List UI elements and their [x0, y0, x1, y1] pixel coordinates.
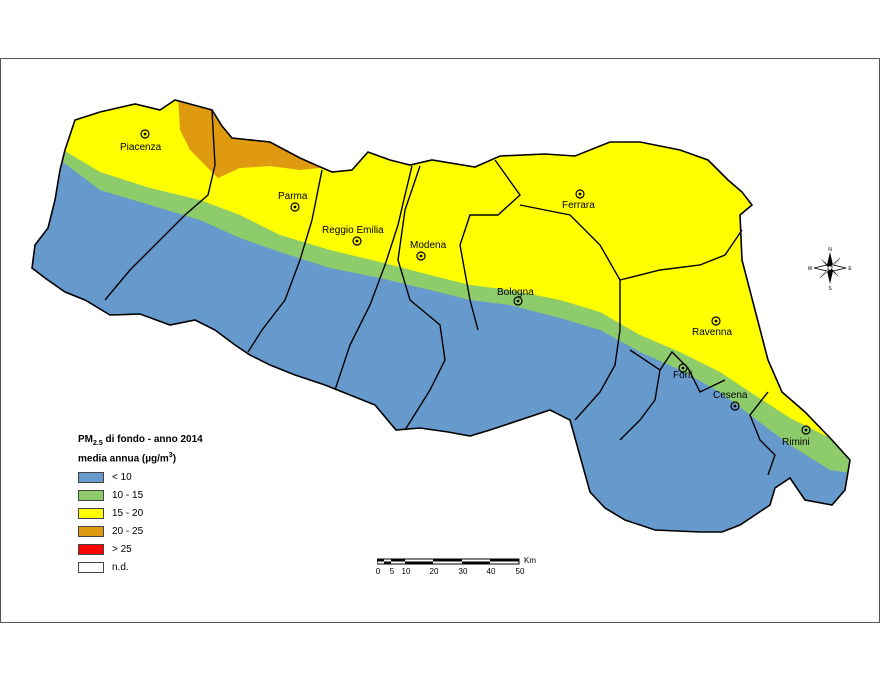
legend-swatch [78, 562, 104, 574]
city-marker-icon [140, 129, 150, 139]
legend-label: n.d. [112, 562, 129, 574]
city-marker-icon [352, 236, 362, 246]
legend-title-prefix: PM [78, 434, 93, 445]
city-marker-icon [416, 251, 426, 261]
scale-tick: 30 [458, 567, 468, 576]
scale-tick: 40 [486, 567, 496, 576]
scale-bar: 0 5 10 20 30 40 50 Km [375, 556, 547, 580]
legend-item: < 10 [78, 469, 298, 486]
legend-title: PM2.5 di fondo - anno 2014 [78, 434, 298, 450]
legend-subtitle-prefix: media annua (µg/m [78, 453, 169, 465]
city-label-forli: Forlì [673, 370, 693, 381]
city-labels: Piacenza Parma Reggio Emilia Modena Ferr… [120, 142, 810, 448]
scale-tick: 50 [515, 567, 525, 576]
city-label-modena: Modena [410, 240, 447, 251]
legend-swatch [78, 526, 104, 538]
legend-item: n.d. [78, 559, 298, 576]
legend-subtitle: media annua (µg/m3) [78, 450, 298, 465]
legend-swatch [78, 508, 104, 520]
city-markers [140, 129, 811, 435]
legend-label: > 25 [112, 544, 132, 556]
compass-e: E [848, 266, 852, 272]
city-marker-icon [801, 425, 811, 435]
legend-item: > 25 [78, 541, 298, 558]
city-label-reggio-emilia: Reggio Emilia [322, 225, 384, 236]
city-marker-icon [678, 363, 688, 373]
scale-bar-graphic [377, 558, 520, 565]
legend-label: 10 - 15 [112, 490, 144, 502]
compass-w: W [808, 266, 813, 272]
city-label-ferrara: Ferrara [562, 200, 595, 211]
city-label-piacenza: Piacenza [120, 142, 162, 153]
legend-subtitle-suffix: ) [172, 453, 177, 465]
legend-label: < 10 [112, 472, 132, 484]
legend-swatch [78, 472, 104, 484]
compass-icon: N S E W [808, 247, 853, 292]
city-marker-icon [290, 202, 300, 212]
scale-tick: 0 [375, 567, 381, 576]
legend-label: 20 - 25 [112, 526, 144, 538]
city-marker-icon [730, 401, 740, 411]
legend-title-subscript: 2.5 [93, 440, 103, 447]
legend-title-rest: di fondo - anno 2014 [102, 434, 203, 445]
city-label-rimini: Rimini [782, 437, 810, 448]
legend-swatch [78, 490, 104, 502]
legend-item: 15 - 20 [78, 505, 298, 522]
legend-swatch [78, 544, 104, 556]
legend: PM2.5 di fondo - anno 2014 media annua (… [78, 434, 298, 576]
region-outline [31, 99, 851, 533]
city-label-parma: Parma [278, 191, 308, 202]
legend-subtitle-superscript: 3 [168, 452, 173, 459]
legend-item: 10 - 15 [78, 487, 298, 504]
north-arrow-compass: N S E W [808, 246, 853, 292]
city-marker-icon [711, 316, 721, 326]
scale-unit: Km [524, 556, 536, 565]
city-label-bologna: Bologna [497, 287, 534, 298]
legend-item: 20 - 25 [78, 523, 298, 540]
city-label-cesena: Cesena [713, 390, 748, 401]
scale-tick: 20 [429, 567, 439, 576]
legend-label: 15 - 20 [112, 508, 144, 520]
compass-s: S [828, 286, 832, 290]
city-marker-icon [513, 296, 523, 306]
city-marker-icon [575, 189, 585, 199]
compass-n: N [828, 247, 832, 253]
scale-tick: 10 [401, 567, 411, 576]
city-label-ravenna: Ravenna [692, 327, 732, 338]
map-frame [0, 58, 880, 623]
scale-tick: 5 [389, 567, 395, 576]
province-boundaries [104, 109, 776, 476]
